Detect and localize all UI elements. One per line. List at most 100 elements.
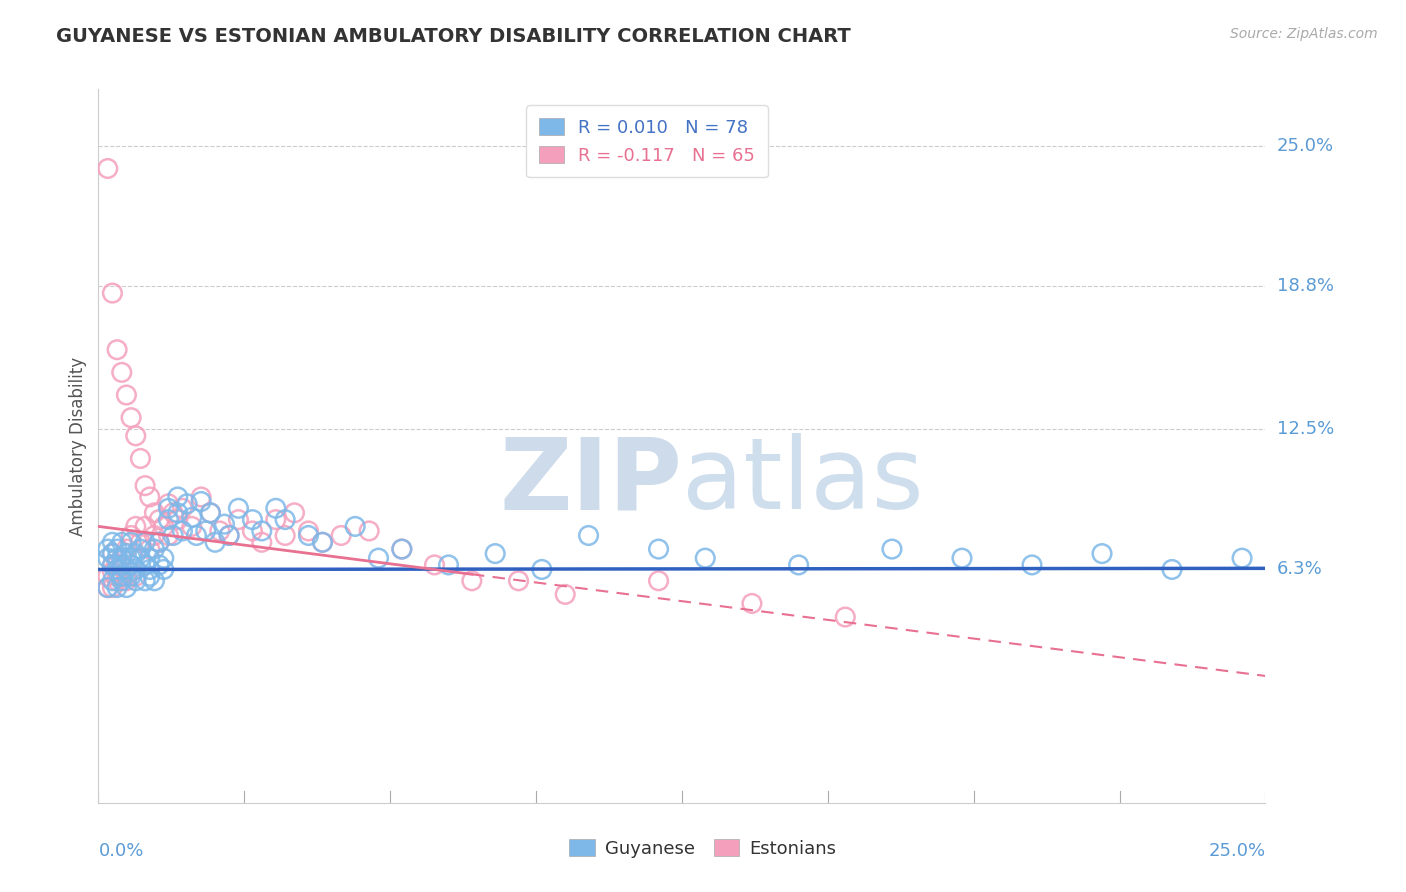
Point <box>120 535 142 549</box>
Point <box>115 574 138 588</box>
Point <box>423 558 446 572</box>
Point <box>125 519 148 533</box>
Text: Source: ZipAtlas.com: Source: ZipAtlas.com <box>1230 27 1378 41</box>
Text: 6.3%: 6.3% <box>1277 560 1322 579</box>
Point <box>139 569 162 583</box>
Point <box>143 542 166 557</box>
Point <box>101 565 124 579</box>
Point <box>880 542 903 557</box>
Point <box>437 558 460 572</box>
Point <box>115 569 138 583</box>
Point <box>157 513 180 527</box>
Point <box>508 574 530 588</box>
Point <box>134 478 156 492</box>
Point <box>115 562 138 576</box>
Point <box>97 542 120 557</box>
Point <box>190 490 212 504</box>
Point <box>111 558 134 572</box>
Point <box>204 535 226 549</box>
Point <box>97 161 120 176</box>
Point <box>125 547 148 561</box>
Point <box>129 451 152 466</box>
Point <box>367 551 389 566</box>
Legend: Guyanese, Estonians: Guyanese, Estonians <box>562 832 844 865</box>
Point <box>115 581 138 595</box>
Point <box>125 574 148 588</box>
Point <box>250 524 273 538</box>
Point <box>101 547 124 561</box>
Point <box>344 519 367 533</box>
Point <box>1021 558 1043 572</box>
Point <box>297 528 319 542</box>
Point <box>134 519 156 533</box>
Point <box>139 562 162 576</box>
Point <box>578 528 600 542</box>
Point <box>264 513 287 527</box>
Point <box>157 528 180 542</box>
Point <box>274 513 297 527</box>
Point <box>359 524 381 538</box>
Point <box>105 574 128 588</box>
Point <box>200 506 222 520</box>
Point <box>115 542 138 557</box>
Point <box>105 562 128 576</box>
Point <box>176 497 198 511</box>
Point <box>148 558 170 572</box>
Point <box>97 569 120 583</box>
Point <box>152 562 174 576</box>
Point <box>190 494 212 508</box>
Point <box>200 506 222 520</box>
Point <box>1161 562 1184 576</box>
Text: 18.8%: 18.8% <box>1277 277 1333 295</box>
Point <box>180 519 202 533</box>
Point <box>695 551 717 566</box>
Point <box>120 551 142 566</box>
Point <box>97 581 120 595</box>
Point <box>111 574 134 588</box>
Point <box>139 551 162 566</box>
Point <box>129 551 152 566</box>
Point <box>950 551 973 566</box>
Point <box>166 490 188 504</box>
Point <box>120 528 142 542</box>
Point <box>139 542 162 557</box>
Point <box>162 506 184 520</box>
Point <box>162 528 184 542</box>
Point <box>101 286 124 301</box>
Point <box>111 551 134 566</box>
Point <box>157 501 180 516</box>
Point <box>139 490 162 504</box>
Point <box>101 558 124 572</box>
Point <box>647 542 669 557</box>
Point <box>554 587 576 601</box>
Point <box>111 569 134 583</box>
Point <box>242 524 264 538</box>
Point <box>1091 547 1114 561</box>
Text: 0.0%: 0.0% <box>98 842 143 860</box>
Point <box>186 528 208 542</box>
Point <box>101 558 124 572</box>
Point <box>172 524 194 538</box>
Point <box>166 513 188 527</box>
Text: atlas: atlas <box>682 434 924 530</box>
Point <box>115 547 138 561</box>
Point <box>274 528 297 542</box>
Point <box>111 535 134 549</box>
Point <box>115 388 138 402</box>
Legend: R = 0.010   N = 78, R = -0.117   N = 65: R = 0.010 N = 78, R = -0.117 N = 65 <box>526 105 768 178</box>
Point <box>311 535 333 549</box>
Point <box>143 506 166 520</box>
Point <box>194 524 217 538</box>
Point <box>101 547 124 561</box>
Point <box>214 517 236 532</box>
Point <box>105 343 128 357</box>
Y-axis label: Ambulatory Disability: Ambulatory Disability <box>69 357 87 535</box>
Text: 12.5%: 12.5% <box>1277 420 1334 438</box>
Point <box>148 535 170 549</box>
Point <box>105 581 128 595</box>
Point <box>152 551 174 566</box>
Point <box>111 551 134 566</box>
Point <box>172 501 194 516</box>
Point <box>461 574 484 588</box>
Point <box>834 610 856 624</box>
